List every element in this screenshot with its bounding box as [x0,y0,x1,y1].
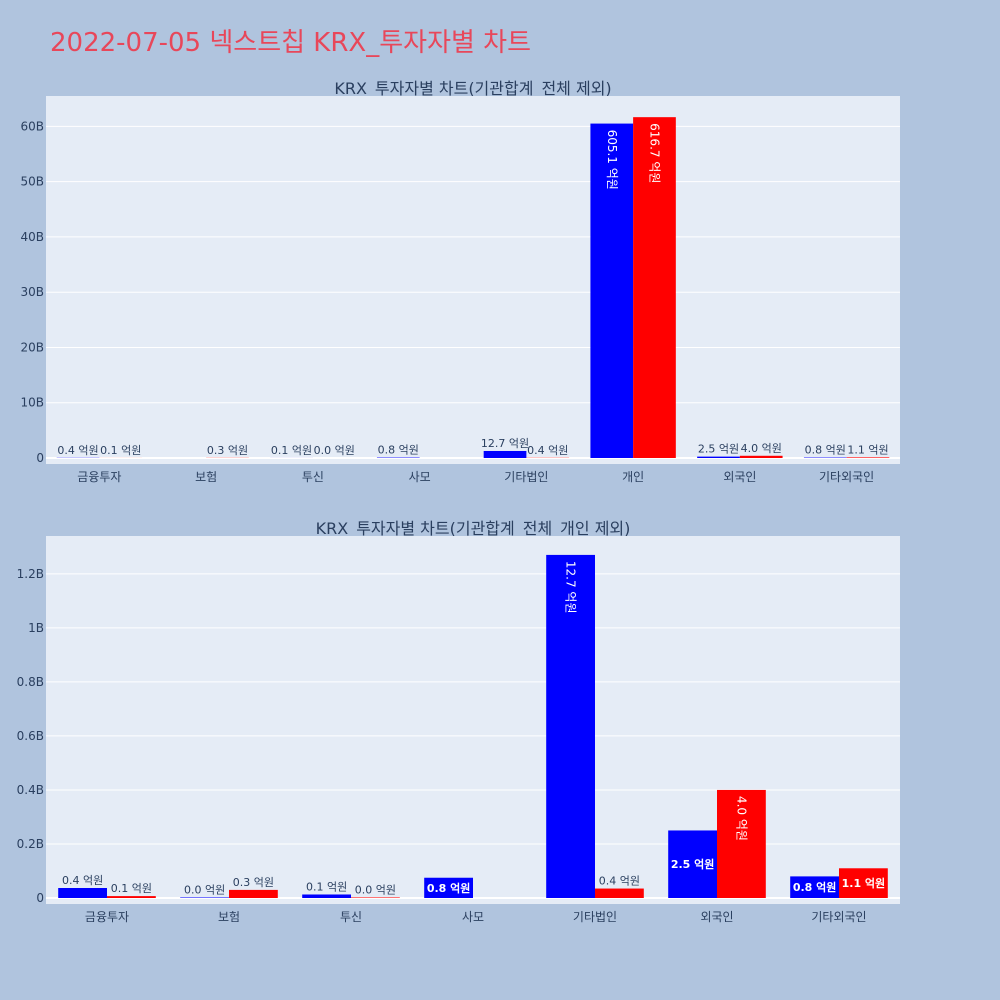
y-tick-label: 0.6B [17,729,44,743]
bar [229,889,278,898]
data-label: 0.3 억원 [207,444,248,457]
y-tick-label: 0.8B [17,675,44,689]
data-label: 4.0 억원 [734,796,748,841]
y-tick-label: 40B [20,230,44,244]
data-label: 2.5 억원 [698,443,739,456]
data-label: 1.1 억원 [842,876,886,890]
data-label: 616.7 억원 [647,123,661,183]
x-tick-label: 투신 [302,470,324,484]
bar [424,877,473,898]
data-label: 0.1 억원 [100,444,141,457]
y-tick-label: 10B [20,396,44,410]
data-label: 0.0 억원 [184,883,225,896]
data-label: 4.0 억원 [741,442,782,455]
bar [180,897,229,898]
data-label: 0.1 억원 [271,444,312,457]
y-tick-label: 20B [20,340,44,354]
y-tick-label: 0 [36,891,44,905]
x-tick-label: 개인 [622,470,644,484]
data-label: 605.1 억원 [605,130,619,190]
y-tick-label: 30B [20,285,44,299]
y-tick-label: 0.2B [17,837,44,851]
data-label: 0.8 억원 [805,444,846,457]
data-label: 0.1 억원 [306,880,347,893]
x-tick-label: 금융투자 [85,910,129,924]
x-tick-label: 외국인 [723,470,756,484]
data-label: 0.8 억원 [378,444,419,457]
x-tick-label: 기타법인 [504,470,548,484]
x-tick-label: 기타법인 [573,910,617,924]
x-tick-label: 보험 [195,470,217,484]
bar [590,123,634,459]
data-label: 0.0 억원 [355,883,396,896]
bar [668,830,717,898]
bar [790,876,839,898]
bar [846,457,890,458]
data-label: 0.0 억원 [314,444,355,457]
x-tick-label: 외국인 [700,910,733,924]
bar [697,456,740,458]
data-label: 0.3 억원 [233,876,274,889]
page-title: 2022-07-05 넥스트칩 KRX_투자자별 차트 [50,28,532,58]
bar [483,450,527,458]
data-label: 0.8 억원 [793,880,837,894]
data-label: 1.1 억원 [847,443,888,456]
data-label: 0.8 억원 [427,881,471,895]
x-tick-label: 기타외국인 [819,470,874,484]
data-label: 0.4 억원 [599,875,640,888]
data-label: 2.5 억원 [671,857,715,871]
chart-individual-included: KRX_투자자별 차트(기관합계_전체 제외) 0 10B 20B 30B 40B 50B… [20,79,900,484]
bar [739,455,783,458]
y-tick-label: 1.2B [17,567,44,581]
bar [717,789,766,898]
data-label: 0.4 억원 [62,874,103,887]
plot-area [46,536,900,904]
bar [302,894,351,898]
data-label: 12.7 억원 [564,561,578,614]
bar [58,888,107,898]
data-label: 0.1 억원 [111,882,152,895]
x-tick-label: 금융투자 [77,470,121,484]
x-tick-label: 사모 [462,910,484,924]
data-label: 0.4 억원 [57,444,98,457]
x-tick-label: 기타외국인 [811,910,866,924]
x-tick-label: 투신 [340,910,362,924]
bar [595,888,644,898]
y-tick-label: 0.4B [17,783,44,797]
chart-title: KRX_투자자별 차트(기관합계_전체 제외) [334,79,611,99]
bar [546,554,595,898]
y-tick-label: 0 [36,451,44,465]
chart-individual-excluded: KRX_투자자별 차트(기관합계_전체_개인 제외) 0 0.2B 0.4B 0.6B… [17,519,900,924]
x-tick-label: 사모 [409,470,431,484]
data-label: 0.4 억원 [527,444,568,457]
y-tick-label: 60B [20,119,44,133]
chart-title: KRX_투자자별 차트(기관합계_전체_개인 제외) [316,519,631,539]
plot-area [46,96,900,464]
bar [633,117,676,458]
y-tick-label: 50B [20,175,44,189]
bar [107,896,156,898]
y-tick-label: 1B [28,621,44,635]
data-label: 12.7 억원 [481,437,529,450]
bar [839,868,888,898]
x-tick-label: 보험 [218,910,240,924]
bar [351,897,400,898]
